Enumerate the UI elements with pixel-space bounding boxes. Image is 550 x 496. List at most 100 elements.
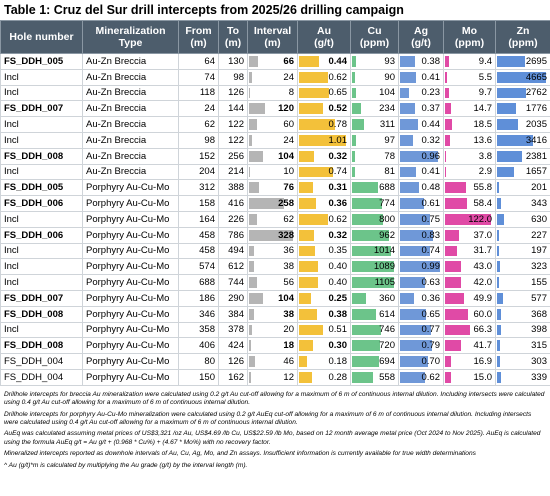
cell-text: 0.36 bbox=[328, 198, 348, 210]
cell-text: FS_DDH_008 bbox=[4, 340, 64, 352]
cell-text: Porphyry Au-Cu-Mo bbox=[86, 213, 170, 225]
data-bar bbox=[445, 182, 466, 194]
intercepts-table: Hole number Mineralization Type From (m) To (m… bbox=[0, 20, 550, 386]
header-text: Au bbox=[317, 25, 331, 37]
table-cell: Porphyry Au-Cu-Mo bbox=[82, 289, 179, 307]
table-cell: Au-Zn Breccia bbox=[82, 131, 179, 149]
table-cell: Incl bbox=[0, 163, 83, 181]
table-cell: 38 bbox=[247, 258, 298, 276]
header-text: (g/t) bbox=[314, 37, 334, 49]
table-row: Incl Au-Zn Breccia 204 214 10 0.74 81 0.41 2.9 16… bbox=[0, 163, 550, 181]
table-cell: 0.52 bbox=[297, 100, 351, 118]
cell-text: 0.63 bbox=[421, 277, 441, 289]
cell-text: 0.40 bbox=[328, 277, 348, 289]
table-cell: 66.3 bbox=[443, 321, 496, 339]
table-cell: 38 bbox=[247, 305, 298, 323]
cell-text: Porphyry Au-Cu-Mo bbox=[86, 324, 170, 336]
cell-text: 0.96 bbox=[421, 150, 441, 162]
table-cell: 80 bbox=[178, 353, 219, 370]
header-text: Type bbox=[118, 37, 143, 49]
data-bar bbox=[352, 119, 364, 130]
cell-text: 0.31 bbox=[328, 182, 348, 194]
table-row: Incl Porphyry Au-Cu-Mo 574 612 38 0.40 1089 0.9… bbox=[0, 258, 550, 276]
footnote: AuEq was calculated assuming metal price… bbox=[4, 430, 541, 446]
table-cell: 256 bbox=[218, 147, 248, 165]
data-bar bbox=[445, 229, 459, 241]
data-bar bbox=[497, 229, 500, 241]
table-cell: 0.38 bbox=[398, 53, 444, 70]
data-bar bbox=[497, 87, 526, 99]
table-cell: 9.7 bbox=[443, 84, 496, 102]
table-cell: Porphyry Au-Cu-Mo bbox=[82, 242, 179, 260]
table-cell: 0.36 bbox=[297, 195, 351, 212]
table-cell: Incl bbox=[0, 116, 83, 133]
table-cell: 98 bbox=[178, 131, 219, 149]
cell-text: 2381 bbox=[525, 150, 547, 162]
table-cell: 346 bbox=[178, 305, 219, 323]
table-cell: Porphyry Au-Cu-Mo bbox=[82, 179, 179, 197]
table-cell: 0.96 bbox=[398, 147, 444, 165]
table-cell: 56 bbox=[247, 274, 298, 291]
data-bar bbox=[445, 356, 452, 367]
table-cell: 577 bbox=[495, 289, 550, 307]
table-cell: 0.41 bbox=[398, 68, 444, 86]
data-bar bbox=[249, 308, 255, 320]
table-cell: 62 bbox=[247, 210, 298, 228]
data-bar bbox=[352, 340, 380, 352]
data-bar bbox=[445, 277, 461, 288]
table-cell: 118 bbox=[178, 84, 219, 102]
cell-text: 122 bbox=[228, 134, 244, 146]
data-bar bbox=[249, 340, 252, 352]
cell-text: 104 bbox=[278, 292, 294, 304]
cell-text: 152 bbox=[199, 150, 215, 162]
table-cell: 258 bbox=[247, 195, 298, 212]
table-cell: 0.48 bbox=[398, 179, 444, 197]
table-cell: FS_DDH_004 bbox=[0, 353, 83, 370]
table-cell: 78 bbox=[350, 147, 399, 165]
cell-text: 16.9 bbox=[473, 356, 493, 368]
cell-text: Au-Zn Breccia bbox=[86, 166, 147, 178]
table-row: Incl Au-Zn Breccia 118 126 8 0.65 104 0.23 9.7 27… bbox=[0, 84, 550, 102]
data-bar bbox=[400, 198, 425, 209]
cell-text: 62 bbox=[283, 213, 294, 225]
footnote: ^ Au (g/t)*m is calculated by multiplyin… bbox=[4, 461, 248, 469]
table-cell: Au-Zn Breccia bbox=[82, 147, 179, 165]
table-cell: FS_DDH_006 bbox=[0, 195, 83, 212]
table-cell: 13.6 bbox=[443, 131, 496, 149]
cell-text: 0.74 bbox=[328, 166, 348, 178]
table-cell: 0.74 bbox=[398, 242, 444, 260]
table-cell: 0.77 bbox=[398, 321, 444, 339]
header-text: Mineralization bbox=[95, 25, 166, 37]
cell-text: Au-Zn Breccia bbox=[86, 134, 147, 146]
data-bar bbox=[299, 166, 334, 178]
table-cell: Porphyry Au-Cu-Mo bbox=[82, 353, 179, 370]
data-bar bbox=[249, 166, 251, 178]
table-cell: Au-Zn Breccia bbox=[82, 68, 179, 86]
cell-text: 0.36 bbox=[421, 292, 441, 304]
table-cell: 201 bbox=[495, 179, 550, 197]
cell-text: 258 bbox=[278, 198, 294, 210]
cell-text: 2035 bbox=[525, 119, 547, 131]
cell-text: 0.28 bbox=[328, 371, 348, 383]
cell-text: 98 bbox=[204, 134, 215, 146]
data-bar bbox=[445, 103, 451, 115]
table-cell: FS_DDH_005 bbox=[0, 53, 83, 70]
cell-text: 0.30 bbox=[328, 340, 348, 352]
data-bar bbox=[249, 292, 263, 304]
data-bar bbox=[400, 371, 425, 383]
data-bar bbox=[445, 150, 447, 162]
table-cell: 43.0 bbox=[443, 258, 496, 276]
cell-text: 0.65 bbox=[328, 87, 348, 99]
header-text: From bbox=[185, 25, 212, 37]
cell-text: 18.5 bbox=[473, 119, 493, 131]
cell-text: 458 bbox=[199, 229, 215, 241]
data-bar bbox=[299, 292, 311, 304]
table-cell: 144 bbox=[218, 100, 248, 118]
header-text: (m) bbox=[224, 37, 242, 49]
table-cell: 164 bbox=[178, 210, 219, 228]
table-cell: 62 bbox=[178, 116, 219, 133]
table-cell: 158 bbox=[178, 195, 219, 212]
data-bar bbox=[299, 103, 324, 115]
data-bar bbox=[249, 356, 256, 367]
data-bar bbox=[445, 340, 461, 352]
